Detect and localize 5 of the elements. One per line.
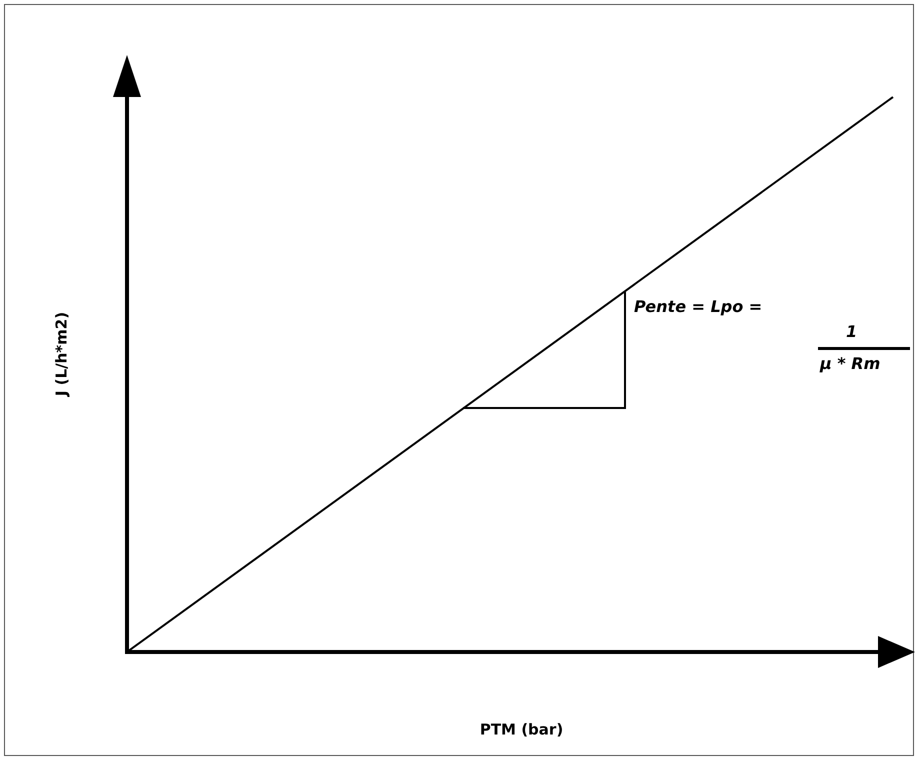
x-axis-title: PTM (bar)	[480, 720, 564, 738]
annotation: μ * Rm	[820, 354, 880, 373]
annotation: Pente = Lpo =	[634, 297, 762, 316]
annotation: 1	[846, 322, 858, 341]
y-axis-title: J (L/h*m2)	[52, 312, 70, 398]
